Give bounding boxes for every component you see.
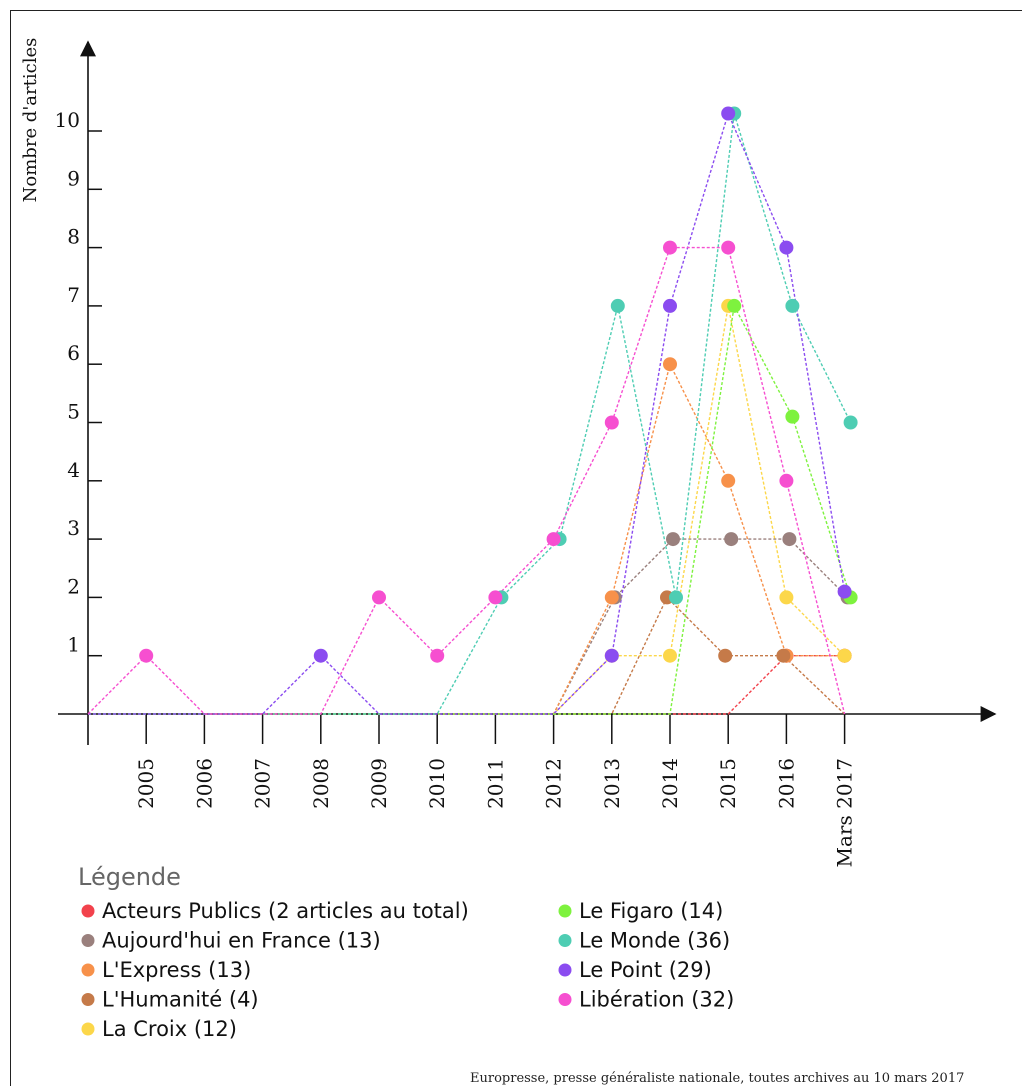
x-tick-label: 2009 xyxy=(367,758,391,809)
data-point xyxy=(776,648,791,663)
data-point xyxy=(546,532,561,547)
data-point xyxy=(610,298,625,313)
data-point xyxy=(663,357,677,372)
data-point xyxy=(139,648,154,663)
series-line xyxy=(88,111,846,715)
data-point xyxy=(669,590,683,605)
x-tick-label: 2008 xyxy=(309,758,333,809)
data-point xyxy=(782,532,797,547)
legend-swatch xyxy=(81,1022,95,1036)
data-point xyxy=(488,590,503,605)
x-tick-label: 2011 xyxy=(483,758,507,809)
data-point xyxy=(727,298,742,313)
data-point xyxy=(721,240,736,255)
legend-swatch xyxy=(81,963,95,977)
legend-swatch xyxy=(558,934,572,947)
legend-entry: L'Express (13) xyxy=(102,958,251,982)
legend-entry: Libération (32) xyxy=(579,988,734,1012)
data-point xyxy=(313,648,328,663)
data-point xyxy=(430,648,445,663)
x-tick-label: 2007 xyxy=(251,758,275,809)
data-point xyxy=(718,648,733,663)
y-tick-label: 9 xyxy=(67,166,80,190)
x-tick-label: 2014 xyxy=(658,758,682,809)
data-point xyxy=(604,590,619,605)
y-tick-label: 10 xyxy=(55,108,80,132)
legend-swatch xyxy=(558,993,572,1006)
x-tick-label: 2016 xyxy=(774,758,798,809)
legend-swatch xyxy=(558,904,572,918)
legend-entry: Acteurs Publics (2 articles au total) xyxy=(102,899,469,923)
y-axis-label: Nombre d'articles xyxy=(20,38,41,203)
x-tick-label: 2010 xyxy=(425,758,449,809)
data-point xyxy=(724,532,739,547)
data-point xyxy=(663,648,677,663)
data-point xyxy=(721,106,736,121)
data-point xyxy=(779,473,794,488)
y-tick-label: 2 xyxy=(67,574,80,598)
y-tick-label: 4 xyxy=(67,458,80,482)
legend-entry: Le Figaro (14) xyxy=(579,899,723,923)
x-tick-label: 2013 xyxy=(600,758,624,809)
source-note: Europresse, presse généraliste nationale… xyxy=(470,1071,964,1086)
legend-title: Légende xyxy=(78,863,181,891)
legend-swatch xyxy=(81,993,95,1006)
data-point xyxy=(843,415,858,430)
series-line xyxy=(88,538,849,715)
legend-entry: Le Point (29) xyxy=(579,958,712,982)
legend-entry: Aujourd'hui en France (13) xyxy=(102,929,381,953)
chart-frame xyxy=(10,10,1022,1086)
x-tick-label: 2012 xyxy=(542,758,566,809)
data-point xyxy=(604,415,619,430)
series-line xyxy=(88,303,852,715)
data-point xyxy=(663,240,677,255)
x-tick-label: 2015 xyxy=(716,758,740,809)
series-points xyxy=(139,106,858,663)
y-tick-label: 7 xyxy=(67,283,80,307)
legend-swatch xyxy=(81,904,95,918)
legend-entry: L'Humanité (4) xyxy=(102,988,259,1012)
y-tick-label: 8 xyxy=(67,225,80,249)
y-tick-label: 6 xyxy=(67,341,80,365)
data-point xyxy=(604,648,619,663)
data-point xyxy=(837,584,852,599)
series-line xyxy=(88,113,852,715)
data-point xyxy=(779,590,794,605)
legend: Légende Acteurs Publics (2 articles au to… xyxy=(78,863,734,1041)
legend-swatch xyxy=(81,934,95,947)
data-point xyxy=(785,298,800,313)
data-point xyxy=(779,240,794,255)
data-point xyxy=(837,648,852,663)
x-tick-label: Mars 2017 xyxy=(833,758,857,867)
data-point xyxy=(785,409,800,424)
data-point xyxy=(666,532,680,547)
series-lines xyxy=(87,111,852,715)
y-tick-label: 5 xyxy=(67,400,80,424)
x-tick-label: 2006 xyxy=(192,758,216,809)
axes: 1 2 3 4 5 6 7 8 9 10 Nombre d'articles 2005 2006 2007… xyxy=(20,38,997,867)
data-point xyxy=(721,473,736,488)
legend-swatch xyxy=(558,963,572,977)
legend-entry: Le Monde (36) xyxy=(579,929,730,953)
data-point xyxy=(663,298,677,313)
series-line xyxy=(87,246,846,715)
legend-entry: La Croix (12) xyxy=(102,1017,237,1041)
data-point xyxy=(372,590,386,605)
y-tick-label: 1 xyxy=(67,633,80,657)
y-tick-label: 3 xyxy=(67,516,80,540)
series-line xyxy=(88,655,845,715)
x-tick-label: 2005 xyxy=(134,758,158,809)
